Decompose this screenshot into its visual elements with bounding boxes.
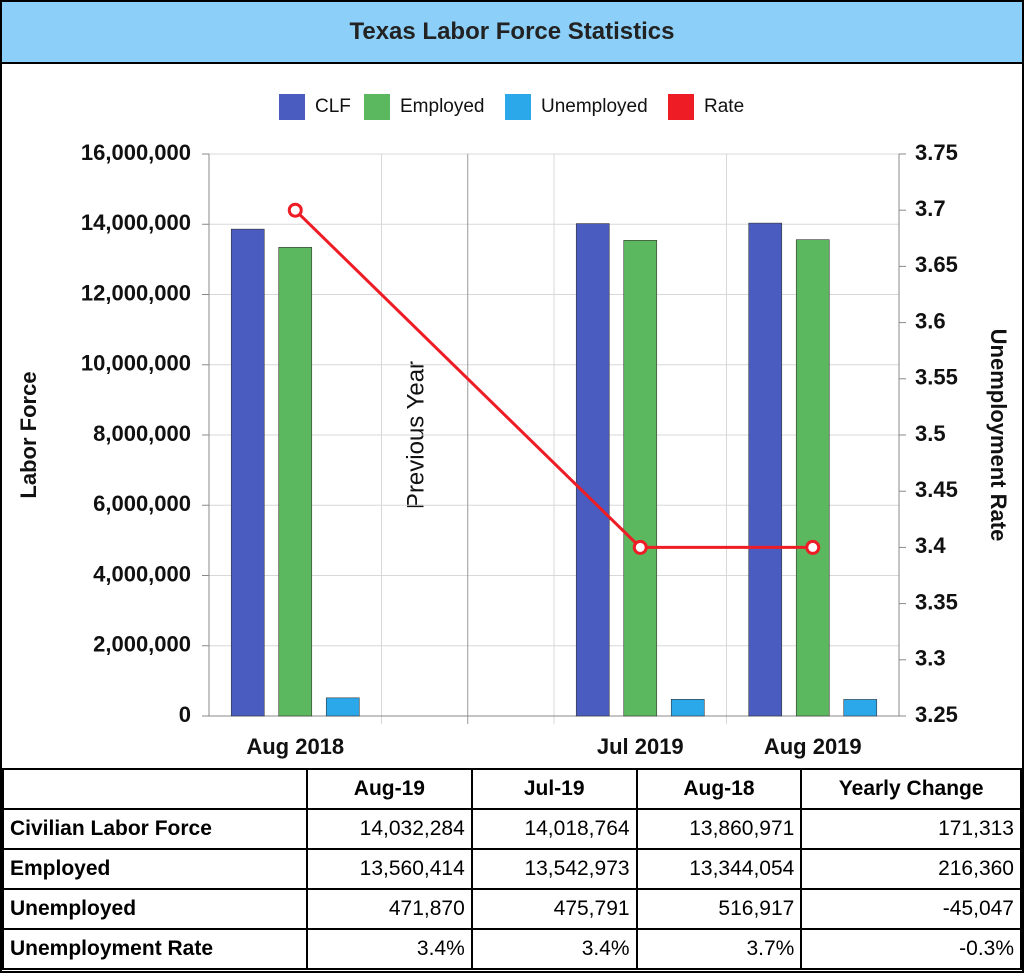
legend-swatch [668,94,694,120]
y2-tick-label: 3.7 [915,196,946,221]
bar [748,222,783,717]
rate-point [287,202,303,218]
bar [575,223,610,717]
table-cell: 3.7% [635,928,803,970]
y-axis-title: Labor Force [16,371,41,498]
table-cell: -0.3% [800,928,1022,970]
legend-swatch [364,94,390,120]
y-tick-label: 10,000,000 [81,351,191,376]
bar [843,699,878,717]
y2-tick-label: 3.6 [915,308,946,333]
y2-tick-label: 3.75 [915,140,958,165]
x-tick-label: Jul 2019 [597,734,684,759]
data-table: Aug-19 Jul-19 Aug-18 Yearly Change Civil… [2,768,1022,970]
rate-point [805,539,821,555]
legend-label: Rate [704,96,744,117]
y2-tick-label: 3.45 [915,477,958,502]
table-cell: 216,360 [800,848,1022,890]
table-row: Employed 13,560,414 13,542,973 13,344,054 21… [2,848,1022,890]
bar [278,246,313,717]
table-cell: 13,542,973 [470,848,638,890]
y2-tick-label: 3.3 [915,646,946,671]
legend-swatch [279,94,305,120]
y-tick-label: 0 [179,702,191,727]
header-cell [2,768,308,810]
table-cell: 171,313 [800,808,1022,850]
y2-tick-label: 3.55 [915,365,958,390]
y-tick-label: 4,000,000 [93,561,191,586]
x-tick-label: Aug 2018 [246,734,344,759]
row-label: Unemployment Rate [2,928,308,970]
table-cell: 475,791 [470,888,638,930]
rate-point [632,539,648,555]
bar [325,697,360,717]
legend-label: Unemployed [541,96,648,117]
bar [623,240,658,717]
y-tick-label: 2,000,000 [93,632,191,657]
bar [795,239,830,717]
chart: Labor Force Unemployment Rate Previous Y… [16,94,1011,759]
legend-swatch [505,94,531,120]
y2-tick-label: 3.35 [915,589,958,614]
y-tick-label: 12,000,000 [81,280,191,305]
y2-tick-label: 3.65 [915,252,958,277]
bar [670,698,705,717]
y-tick-label: 8,000,000 [93,421,191,446]
x-tick-label: Aug 2019 [764,734,862,759]
y-tick-label: 16,000,000 [81,140,191,165]
header-cell: Aug-18 [635,768,803,810]
table-cell: 14,032,284 [306,808,473,850]
y-tick-label: 14,000,000 [81,210,191,235]
table-cell: 3.4% [470,928,638,970]
table-cell: 14,018,764 [470,808,638,850]
chart-title: Texas Labor Force Statistics [2,2,1022,64]
table-body: Civilian Labor Force 14,032,284 14,018,764… [2,808,1022,970]
table-row: Civilian Labor Force 14,032,284 14,018,764… [2,808,1022,850]
legend-label: CLF [315,96,351,117]
y-tick-label: 6,000,000 [93,491,191,516]
row-label: Employed [2,848,308,890]
table-cell: 13,344,054 [635,848,803,890]
table-row: Unemployed 471,870 475,791 516,917 -45,047 [2,888,1022,930]
table-row: Unemployment Rate 3.4% 3.4% 3.7% -0.3% [2,928,1022,970]
y2-axis-title: Unemployment Rate [986,329,1011,542]
table-cell: 471,870 [306,888,473,930]
y2-tick-label: 3.4 [915,533,946,558]
table-cell: 516,917 [635,888,803,930]
row-label: Civilian Labor Force [2,808,308,850]
header-cell: Aug-19 [306,768,473,810]
table-cell: 13,860,971 [635,808,803,850]
table-cell: 3.4% [306,928,473,970]
legend-label: Employed [400,96,485,117]
y2-tick-label: 3.5 [915,421,946,446]
y2-tick-label: 3.25 [915,702,958,727]
header-cell: Yearly Change [800,768,1022,810]
bar [230,228,265,717]
row-label: Unemployed [2,888,308,930]
header-cell: Jul-19 [470,768,638,810]
table-header: Aug-19 Jul-19 Aug-18 Yearly Change [2,768,1022,810]
table-cell: -45,047 [800,888,1022,930]
table-cell: 13,560,414 [306,848,473,890]
